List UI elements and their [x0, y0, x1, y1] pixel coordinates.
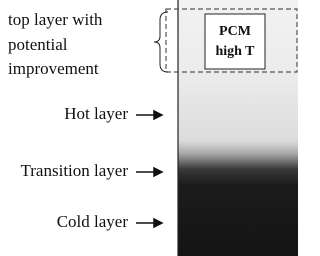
diagram: PCM high T top layer with potential impr…: [0, 0, 298, 256]
top-layer-text: improvement: [8, 59, 99, 78]
pcm-box: [205, 14, 265, 69]
layer-label: Cold layer: [57, 212, 129, 231]
top-layer-text: potential: [8, 35, 68, 54]
pcm-label: PCM: [219, 24, 251, 39]
top-layer-text: top layer with: [8, 10, 103, 29]
layer-label: Hot layer: [64, 104, 128, 123]
pcm-label: high T: [215, 44, 255, 59]
arrows: [136, 111, 162, 227]
layer-label: Transition layer: [20, 161, 128, 180]
